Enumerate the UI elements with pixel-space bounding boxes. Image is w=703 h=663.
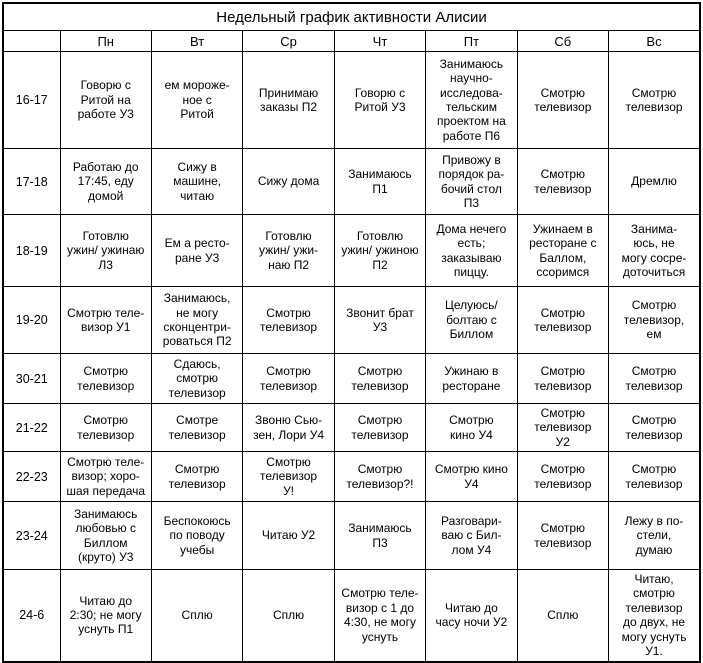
time-slot-label: 17-18 <box>2 148 61 215</box>
activity-cell: Принимаю заказы П2 <box>242 51 335 149</box>
activity-cell: Занимаюсь П3 <box>333 501 427 570</box>
activity-cell: Смотрю теле- визор У1 <box>59 286 152 354</box>
time-slot-label: 24-6 <box>2 569 61 662</box>
schedule-row: 22-23 Смотрю теле- визор; хоро- шая перед… <box>2 451 701 502</box>
activity-cell: Смотрю телевизор У! <box>242 451 335 502</box>
activity-cell: Ужинаем в ресторане с Баллом, ссоримся <box>516 214 610 287</box>
day-column-header: Ср <box>242 30 335 52</box>
activity-cell: Смотрю телевизор <box>150 451 244 502</box>
activity-cell: Дома нечего есть; заказываю пиццу. <box>425 214 518 287</box>
activity-cell: Смотрю телевизор <box>59 353 152 404</box>
schedule-row: 17-18 Работаю до 17:45, еду домой Сижу в м… <box>2 148 701 215</box>
activity-cell: Смотрю телевизор <box>242 286 335 354</box>
activity-cell: Смотрю кино У4 <box>425 403 518 452</box>
activity-cell: Смотрю телевизор У2 <box>516 403 610 452</box>
activity-cell: Говорю с Ритой У3 <box>333 51 427 149</box>
day-column-header: Пн <box>59 30 152 52</box>
day-column-header: Чт <box>333 30 427 52</box>
activity-cell: Сижу дома <box>242 148 335 215</box>
schedule-row: 19-20 Смотрю теле- визор У1 Занимаюсь, не … <box>2 286 701 354</box>
activity-cell: Сплю <box>150 569 244 662</box>
activity-cell: Смотрю теле- визор; хоро- шая передача <box>59 451 152 502</box>
activity-cell: Звоню Сью- зен, Лори У4 <box>242 403 335 452</box>
activity-cell: Беспокоюсь по поводу учебы <box>150 501 244 570</box>
schedule-row: 18-19 Готовлю ужин/ ужинаю Л3 Ем а ресто- … <box>2 214 701 287</box>
day-header-row: Пн Вт Ср Чт Пт Сб Вс <box>2 30 701 52</box>
activity-cell: Смотрю телевизор <box>608 51 701 149</box>
activity-cell: Привожу в порядок ра- бочий стол П3 <box>425 148 518 215</box>
day-column-header: Вт <box>150 30 244 52</box>
activity-cell: Смотрю телевизор <box>59 403 152 452</box>
activity-cell: Смотрю телевизор <box>608 353 701 404</box>
time-slot-label: 30-21 <box>2 353 61 404</box>
activity-cell: Смотрю телевизор <box>242 353 335 404</box>
schedule-row: 24-6 Читаю до 2:30; не могу уснуть П1 Сплю… <box>2 569 701 662</box>
activity-cell: Ем а ресто- ране У3 <box>150 214 244 287</box>
activity-cell: ем мороже- ное с Ритой <box>150 51 244 149</box>
activity-cell: Смотрю теле- визор с 1 до 4:30, не могу … <box>333 569 427 662</box>
schedule-row: 21-22 Смотрю телевизор Смотре телевизор Зво… <box>2 403 701 452</box>
activity-cell: Готовлю ужин/ ужи- наю П2 <box>242 214 335 287</box>
activity-cell: Читаю до 2:30; не могу уснуть П1 <box>59 569 152 662</box>
activity-cell: Смотрю телевизор <box>516 286 610 354</box>
activity-cell: Смотрю телевизор <box>333 353 427 404</box>
activity-cell: Занима- юсь, не могу сосре- доточиться <box>608 214 701 287</box>
time-slot-label: 21-22 <box>2 403 61 452</box>
activity-cell: Целуюсь/ болтаю с Биллом <box>425 286 518 354</box>
day-column-header: Пт <box>425 30 518 52</box>
activity-cell: Сплю <box>516 569 610 662</box>
activity-cell: Смотрю телевизор <box>608 403 701 452</box>
activity-cell: Читаю, смотрю телевизор до двух, не могу… <box>608 569 701 662</box>
activity-cell: Готовлю ужин/ ужинаю Л3 <box>59 214 152 287</box>
activity-cell: Занимаюсь П1 <box>333 148 427 215</box>
day-column-header: Вс <box>608 30 701 52</box>
activity-cell: Читаю до часу ночи У2 <box>425 569 518 662</box>
schedule-row: 16-17 Говорю с Ритой на работе У3 ем морож… <box>2 51 701 149</box>
activity-cell: Смотрю телевизор <box>333 403 427 452</box>
activity-cell: Готовлю ужин/ ужиною П2 <box>333 214 427 287</box>
title-row: Недельный график активности Алисии <box>2 2 701 31</box>
activity-cell: Звонит брат У3 <box>333 286 427 354</box>
activity-cell: Занимаюсь, не могу сконцентри- роваться … <box>150 286 244 354</box>
activity-cell: Занимаюсь любовью с Биллом (круто) У3 <box>59 501 152 570</box>
activity-cell: Смотрю телевизор <box>608 451 701 502</box>
activity-cell: Смотрю телевизор?! <box>333 451 427 502</box>
activity-cell: Дремлю <box>608 148 701 215</box>
activity-cell: Лежу в по- стели, думаю <box>608 501 701 570</box>
time-column-header <box>2 30 61 52</box>
schedule-row: 30-21 Смотрю телевизор Сдаюсь, смотрю теле… <box>2 353 701 404</box>
activity-cell: Читаю У2 <box>242 501 335 570</box>
activity-cell: Смотрю телевизор <box>516 51 610 149</box>
time-slot-label: 22-23 <box>2 451 61 502</box>
activity-cell: Сплю <box>242 569 335 662</box>
activity-cell: Смотрю телевизор <box>516 148 610 215</box>
activity-cell: Смотрю телевизор <box>516 353 610 404</box>
schedule-body: 16-17 Говорю с Ритой на работе У3 ем морож… <box>2 51 701 662</box>
activity-cell: Смотрю телевизор, ем <box>608 286 701 354</box>
activity-cell: Занимаюсь научно- исследова- тельским пр… <box>425 51 518 149</box>
table-title: Недельный график активности Алисии <box>2 2 701 31</box>
activity-cell: Сижу в машине, читаю <box>150 148 244 215</box>
time-slot-label: 18-19 <box>2 214 61 287</box>
activity-cell: Говорю с Ритой на работе У3 <box>59 51 152 149</box>
activity-cell: Смотрю телевизор <box>516 451 610 502</box>
activity-cell: Смотрю кино У4 <box>425 451 518 502</box>
activity-cell: Смотрю телевизор <box>516 501 610 570</box>
schedule-row: 23-24 Занимаюсь любовью с Биллом (круто) … <box>2 501 701 570</box>
time-slot-label: 19-20 <box>2 286 61 354</box>
activity-cell: Разговари- ваю с Бил- лом У4 <box>425 501 518 570</box>
activity-cell: Ужинаю в ресторане <box>425 353 518 404</box>
activity-cell: Сдаюсь, смотрю телевизор <box>150 353 244 404</box>
time-slot-label: 23-24 <box>2 501 61 570</box>
day-column-header: Сб <box>516 30 610 52</box>
activity-cell: Смотре телевизор <box>150 403 244 452</box>
time-slot-label: 16-17 <box>2 51 61 149</box>
activity-cell: Работаю до 17:45, еду домой <box>59 148 152 215</box>
